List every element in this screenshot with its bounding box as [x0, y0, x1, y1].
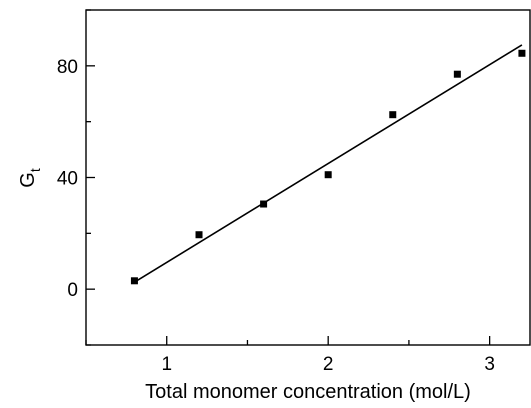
fit-layer — [134, 44, 523, 283]
y-tick-label: 0 — [67, 280, 78, 301]
x-tick-label: 2 — [323, 354, 334, 375]
x-axis-title: Total monomer concentration (mol/L) — [145, 381, 471, 403]
data-point — [453, 70, 461, 78]
points-layer — [130, 49, 526, 285]
ticks-layer: 1 2 3 0 40 80 — [57, 9, 495, 375]
data-point — [260, 200, 268, 208]
y-tick-label: 80 — [57, 57, 78, 78]
y-tick-label: 40 — [57, 169, 78, 190]
data-point — [324, 171, 332, 179]
y-axis-title-main: G — [17, 172, 39, 188]
fit-line — [134, 44, 523, 283]
plot-frame — [85, 9, 531, 346]
y-axis-title: Gt — [17, 168, 43, 188]
svg-text:Gt: Gt — [17, 168, 43, 188]
x-tick-label: 3 — [484, 354, 495, 375]
data-point — [130, 277, 138, 285]
y-axis-title-subscript: t — [27, 168, 43, 172]
data-point — [195, 231, 203, 239]
data-point — [518, 49, 526, 57]
data-point — [389, 111, 397, 119]
x-tick-label: 1 — [161, 354, 172, 375]
